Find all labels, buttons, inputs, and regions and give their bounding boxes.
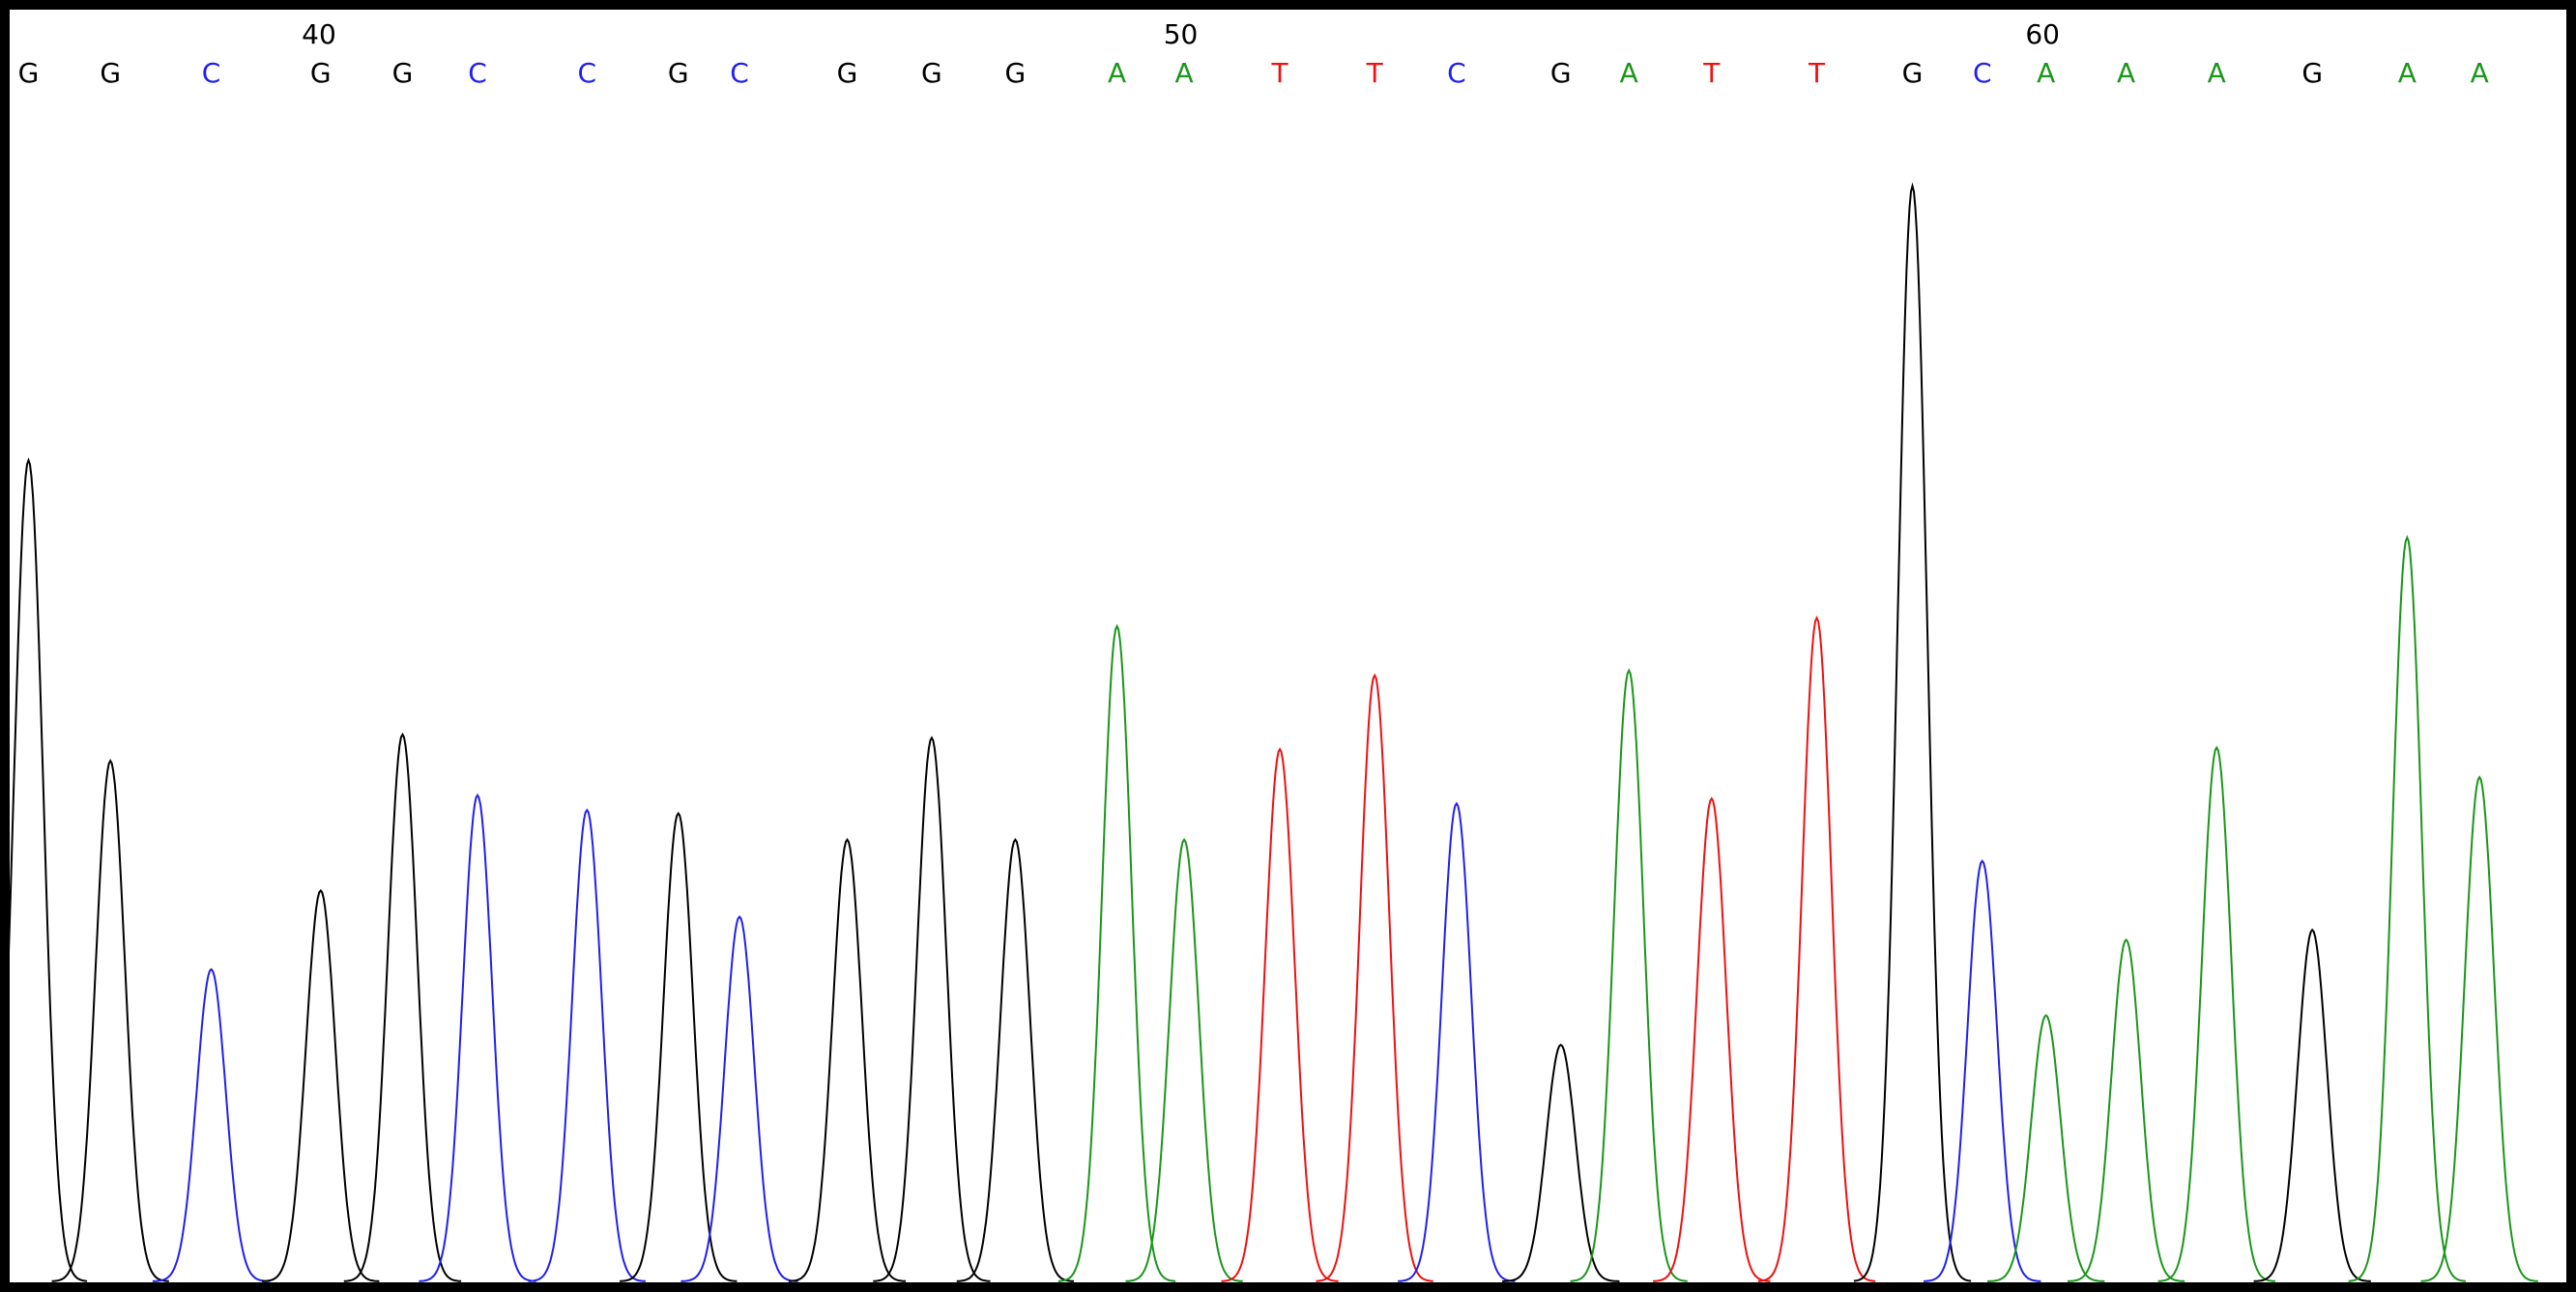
base-call: A: [2117, 57, 2135, 89]
traces: [10, 182, 2538, 1282]
peak: [1125, 838, 1243, 1282]
peak: [1398, 801, 1516, 1282]
base-call: G: [310, 57, 332, 89]
peak: [620, 811, 738, 1282]
base-call: C: [468, 57, 487, 89]
peak: [680, 915, 798, 1282]
base-call: G: [668, 57, 689, 89]
peak: [1057, 623, 1176, 1282]
base-call: C: [577, 57, 596, 89]
base-call: A: [1620, 57, 1638, 89]
base-call: G: [1550, 57, 1572, 89]
base-call: G: [1005, 57, 1027, 89]
base-call: C: [1447, 57, 1466, 89]
peak: [528, 808, 646, 1282]
peak: [1924, 859, 2041, 1282]
peak: [343, 732, 462, 1282]
base-call: A: [1175, 57, 1194, 89]
base-call: G: [921, 57, 942, 89]
peak: [1570, 668, 1688, 1282]
base-call: A: [2037, 57, 2055, 89]
peak: [1502, 1044, 1620, 1282]
peak: [1653, 796, 1771, 1282]
peak: [2348, 534, 2466, 1282]
base-call: C: [1973, 57, 1992, 89]
peak: [51, 759, 169, 1282]
base-call: G: [392, 57, 414, 89]
base-call: G: [2301, 57, 2323, 89]
base-call: G: [1902, 57, 1924, 89]
peak: [419, 793, 536, 1282]
x-tick-label: 40: [302, 18, 336, 50]
base-call: C: [202, 57, 221, 89]
peak: [2420, 775, 2538, 1282]
labels: 40 50 60 G G C G G C C G C G G G A A T T C G A T T G C A A A G A A: [18, 18, 2489, 89]
base-call: T: [1808, 57, 1826, 89]
peak: [1757, 616, 1876, 1282]
base-call: T: [1366, 57, 1384, 89]
base-call: T: [1271, 57, 1289, 89]
base-call: A: [1108, 57, 1126, 89]
peak: [956, 838, 1074, 1282]
peak: [1221, 747, 1339, 1282]
x-tick-label: 60: [2025, 18, 2060, 50]
base-call: A: [2471, 57, 2489, 89]
base-call: T: [1702, 57, 1721, 89]
peak: [873, 735, 991, 1282]
base-call: C: [730, 57, 749, 89]
peak: [262, 888, 380, 1282]
peak: [1316, 673, 1433, 1282]
base-call: G: [18, 57, 40, 89]
base-call: A: [2398, 57, 2417, 89]
peak: [788, 838, 907, 1282]
peak: [10, 457, 88, 1282]
peak: [152, 967, 271, 1282]
base-call: G: [837, 57, 858, 89]
x-tick-label: 50: [1164, 18, 1199, 50]
base-call: A: [2208, 57, 2226, 89]
peak: [2253, 928, 2371, 1282]
peak: [1853, 182, 1972, 1282]
peak: [2157, 745, 2275, 1282]
base-call: G: [100, 57, 121, 89]
peak: [2067, 937, 2185, 1282]
